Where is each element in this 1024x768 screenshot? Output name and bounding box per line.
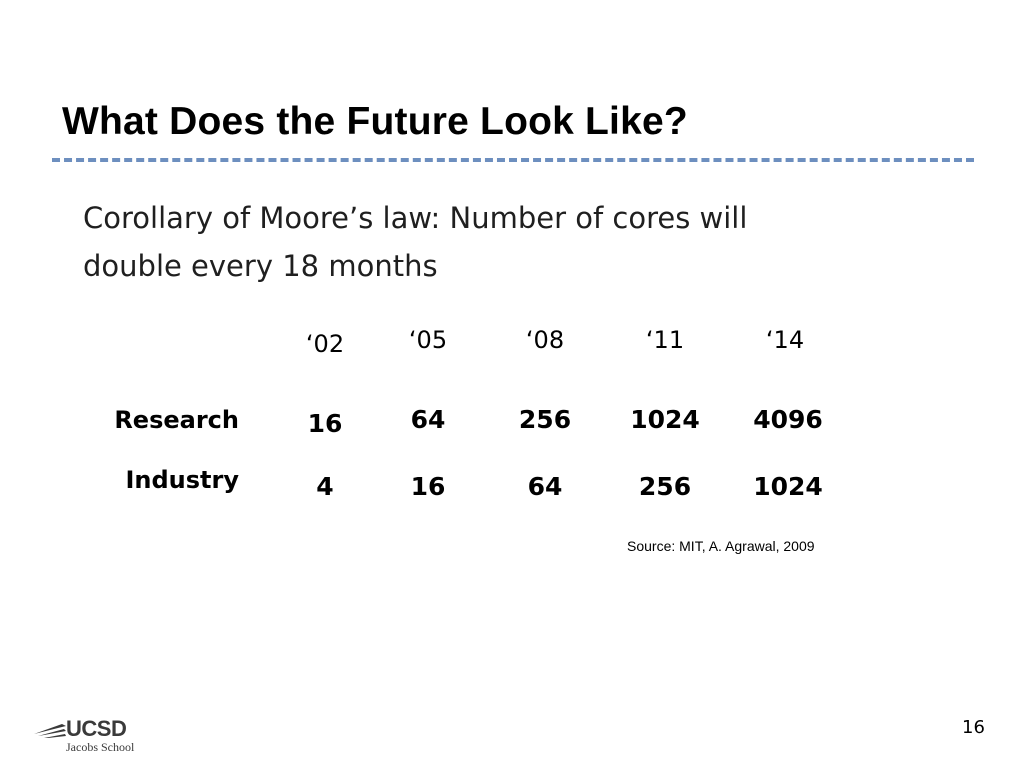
logo-wing-icon [34,724,66,738]
ucsd-logo: UCSD Jacobs School [32,714,162,754]
table-cell: 4 [316,472,334,501]
table-cell: 16 [410,472,446,501]
body-text: Corollary of Moore’s law: Number of core… [83,194,883,290]
page-number: 16 [962,717,985,738]
year-header: ‘11 [645,326,685,354]
slide-title: What Does the Future Look Like? [62,100,688,143]
year-header: ‘08 [525,326,565,354]
body-line: Corollary of Moore’s law: Number of core… [83,201,748,235]
table-cell: 1024 [630,405,700,434]
row-label-research: Research [114,406,239,434]
logo-subtitle: Jacobs School [66,740,135,754]
row-label-industry: Industry [125,466,239,494]
body-line: double every 18 months [83,249,438,283]
table-cell: 256 [638,472,692,501]
table-cell: 64 [527,472,563,501]
table-cell: 64 [410,405,446,434]
year-header: ‘02 [305,330,345,358]
table-cell: 4096 [753,405,823,434]
table-cell: 16 [307,409,343,438]
title-divider [52,158,974,162]
table-cell: 256 [518,405,572,434]
logo-wordmark: UCSD [66,716,127,741]
table-cell: 1024 [753,472,823,501]
year-header: ‘14 [765,326,805,354]
year-header: ‘05 [408,326,448,354]
source-citation: Source: MIT, A. Agrawal, 2009 [627,538,815,554]
